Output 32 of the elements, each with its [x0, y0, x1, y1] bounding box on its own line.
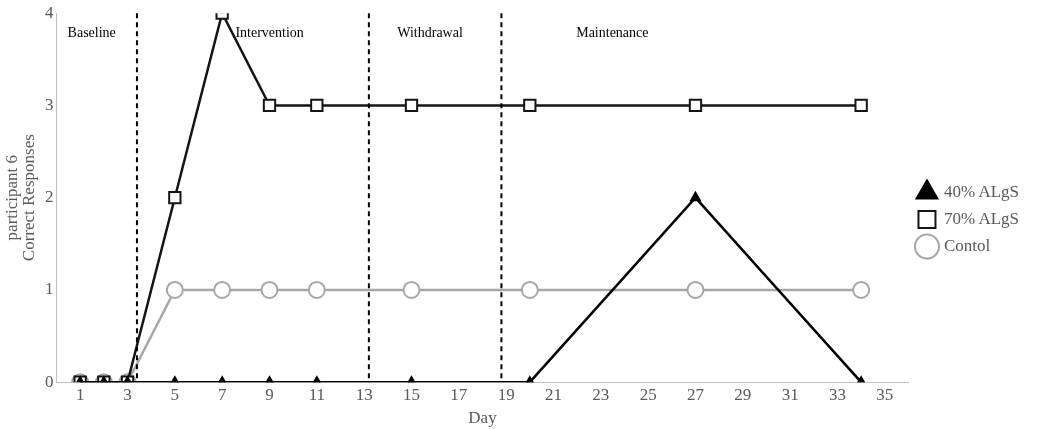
annotation: Baseline — [67, 24, 116, 40]
x-tick-label: 1 — [75, 384, 85, 404]
x-tick-label: 11 — [308, 384, 326, 404]
annotation: Maintenance — [576, 24, 649, 40]
y-tick-label: 1 — [45, 279, 54, 299]
y-tick-label: 2 — [45, 187, 54, 207]
x-tick-label: 5 — [170, 384, 180, 404]
x-tick-label: 23 — [592, 384, 610, 404]
x-tick-label: 15 — [402, 384, 420, 404]
y-tick-label: 3 — [45, 94, 54, 114]
x-tick-label: 13 — [355, 384, 373, 404]
legend-label: 70% ALgS — [943, 208, 1020, 228]
y-tick-label: 4 — [45, 2, 54, 22]
x-tick-label: 3 — [123, 384, 132, 404]
legend-label: Contol — [943, 235, 991, 255]
annotation: Intervention — [235, 24, 304, 40]
y-tick-label: 0 — [45, 371, 54, 391]
x-tick-label: 7 — [217, 384, 227, 404]
x-tick-label: 31 — [781, 384, 799, 404]
x-tick-label: 17 — [450, 384, 468, 404]
x-tick-label: 9 — [265, 384, 274, 404]
x-tick-label: 27 — [686, 384, 705, 404]
x-tick-label: 35 — [876, 384, 894, 404]
annotation: Withdrawal — [397, 24, 463, 40]
legend-label: 40% ALgS — [943, 181, 1020, 201]
x-tick-label: 19 — [497, 384, 515, 404]
x-tick-label: 33 — [828, 384, 846, 404]
x-tick-label: 21 — [544, 384, 562, 404]
x-tick-label: 29 — [734, 384, 752, 404]
y-axis-title: participant 6 Correct Responses — [1, 134, 38, 262]
x-tick-label: 25 — [639, 384, 657, 404]
x-axis-title: Day — [468, 408, 498, 428]
